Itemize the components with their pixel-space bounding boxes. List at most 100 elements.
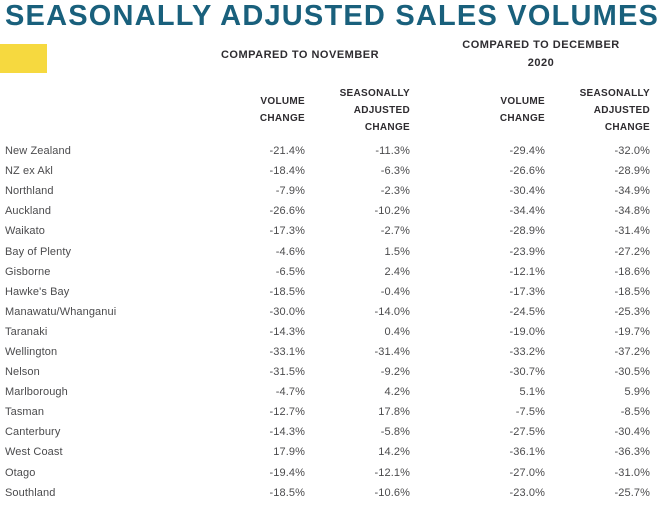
value-cell: -4.6%: [275, 245, 305, 258]
value-cell: 1.5%: [384, 245, 410, 258]
value-cell: -2.7%: [380, 225, 410, 238]
group-header-line: COMPARED TO DECEMBER: [462, 39, 620, 51]
region-label: Marlborough: [5, 386, 68, 399]
value-cell: -28.9%: [509, 225, 545, 238]
value-cell: -24.5%: [509, 305, 545, 318]
value-cell: -34.9%: [614, 185, 650, 198]
value-cell: -2.3%: [380, 185, 410, 198]
region-label: Taranaki: [5, 325, 48, 338]
value-cell: -7.5%: [515, 406, 545, 419]
value-cell: -9.2%: [380, 366, 410, 379]
value-cell: -14.0%: [374, 305, 410, 318]
region-label: NZ ex Akl: [5, 165, 53, 178]
value-cell: -34.4%: [509, 205, 545, 218]
value-cell: -36.1%: [509, 446, 545, 459]
table-row: Waikato -17.3% -2.7% -28.9% -31.4%: [0, 221, 660, 241]
value-cell: -17.3%: [269, 225, 305, 238]
region-label: Hawke's Bay: [5, 285, 70, 298]
table-row: Hawke's Bay -18.5% -0.4% -17.3% -18.5%: [0, 282, 660, 302]
column-header-seasonally-adjusted-change-dec: SEASONALLY ADJUSTED CHANGE: [545, 84, 650, 136]
value-cell: -6.5%: [275, 265, 305, 278]
column-header-line: CHANGE: [604, 121, 650, 133]
region-label: New Zealand: [5, 145, 71, 158]
table-row: West Coast 17.9% 14.2% -36.1% -36.3%: [0, 442, 660, 462]
region-label: Wellington: [5, 345, 58, 358]
region-label: Southland: [5, 486, 56, 499]
region-label: Nelson: [5, 366, 40, 379]
table-row: Wellington -33.1% -31.4% -33.2% -37.2%: [0, 342, 660, 362]
value-cell: -4.7%: [275, 386, 305, 399]
region-label: Canterbury: [5, 426, 61, 439]
value-cell: -19.0%: [509, 325, 545, 338]
table-row: NZ ex Akl -18.4% -6.3% -26.6% -28.9%: [0, 161, 660, 181]
table-row: Manawatu/Whanganui -30.0% -14.0% -24.5% -25.…: [0, 302, 660, 322]
column-header-volume-change-nov: VOLUME CHANGE: [220, 84, 305, 136]
region-label: Waikato: [5, 225, 46, 238]
column-header-line: ADJUSTED: [353, 104, 410, 116]
value-cell: 5.9%: [624, 386, 650, 399]
column-header-line: VOLUME: [260, 96, 305, 107]
column-header-line: CHANGE: [259, 113, 305, 124]
column-header-row: VOLUME CHANGE SEASONALLY ADJUSTED CHANGE…: [0, 84, 660, 136]
value-cell: 14.2%: [378, 446, 410, 459]
value-cell: -12.7%: [269, 406, 305, 419]
value-cell: -17.3%: [509, 285, 545, 298]
value-cell: -30.4%: [509, 185, 545, 198]
value-cell: 17.9%: [273, 446, 305, 459]
value-cell: -19.4%: [269, 466, 305, 479]
value-cell: 5.1%: [519, 386, 545, 399]
value-cell: -14.3%: [269, 325, 305, 338]
table-row: Taranaki -14.3% 0.4% -19.0% -19.7%: [0, 322, 660, 342]
value-cell: -18.6%: [614, 265, 650, 278]
page-title: SEASONALLY ADJUSTED SALES VOLUMES: [5, 0, 660, 32]
group-header-line: 2020: [527, 57, 555, 69]
value-cell: -26.6%: [269, 205, 305, 218]
column-header-volume-change-dec: VOLUME CHANGE: [410, 84, 545, 136]
value-cell: -33.2%: [509, 345, 545, 358]
table-row: Southland -18.5% -10.6% -23.0% -25.7%: [0, 483, 660, 503]
value-cell: 4.2%: [384, 386, 410, 399]
column-header-line: CHANGE: [499, 113, 545, 124]
region-label: Manawatu/Whanganui: [5, 305, 117, 318]
region-label: Otago: [5, 466, 36, 479]
value-cell: -18.5%: [269, 486, 305, 499]
value-cell: -27.5%: [509, 426, 545, 439]
table-row: Canterbury -14.3% -5.8% -27.5% -30.4%: [0, 422, 660, 442]
value-cell: 0.4%: [384, 325, 410, 338]
value-cell: -5.8%: [380, 426, 410, 439]
group-header-line: COMPARED TO NOVEMBER: [220, 49, 380, 61]
value-cell: -36.3%: [614, 446, 650, 459]
value-cell: -30.5%: [614, 366, 650, 379]
column-header-line: ADJUSTED: [593, 104, 650, 116]
value-cell: -23.9%: [509, 245, 545, 258]
table-row: Nelson -31.5% -9.2% -30.7% -30.5%: [0, 362, 660, 382]
value-cell: -11.3%: [375, 145, 410, 158]
table-rows: New Zealand -21.4% -11.3% -29.4% -32.0% NZ ex…: [0, 141, 660, 503]
value-cell: -19.7%: [614, 325, 650, 338]
region-label: Tasman: [5, 406, 45, 419]
region-label: Bay of Plenty: [5, 245, 72, 258]
value-cell: -0.4%: [380, 285, 410, 298]
value-cell: -12.1%: [374, 466, 410, 479]
table-row: Marlborough -4.7% 4.2% 5.1% 5.9%: [0, 382, 660, 402]
value-cell: -30.7%: [509, 366, 545, 379]
value-cell: -31.4%: [374, 345, 410, 358]
table-row: Auckland -26.6% -10.2% -34.4% -34.8%: [0, 201, 660, 221]
column-header-line: SEASONALLY: [579, 87, 650, 99]
value-cell: -10.6%: [374, 486, 410, 499]
region-label: West Coast: [5, 446, 63, 459]
value-cell: -33.1%: [269, 345, 305, 358]
value-cell: -32.0%: [614, 145, 650, 158]
table-row: Tasman -12.7% 17.8% -7.5% -8.5%: [0, 402, 660, 422]
value-cell: -7.9%: [275, 185, 305, 198]
column-header-line: VOLUME: [500, 96, 545, 107]
column-header-line: SEASONALLY: [339, 87, 410, 99]
value-cell: 2.4%: [384, 265, 410, 278]
value-cell: -10.2%: [374, 205, 410, 218]
value-cell: -30.0%: [269, 305, 305, 318]
value-cell: -21.4%: [269, 145, 305, 158]
region-label: Auckland: [5, 205, 52, 218]
value-cell: -31.5%: [269, 366, 305, 379]
yellow-highlight-block: [0, 44, 47, 73]
